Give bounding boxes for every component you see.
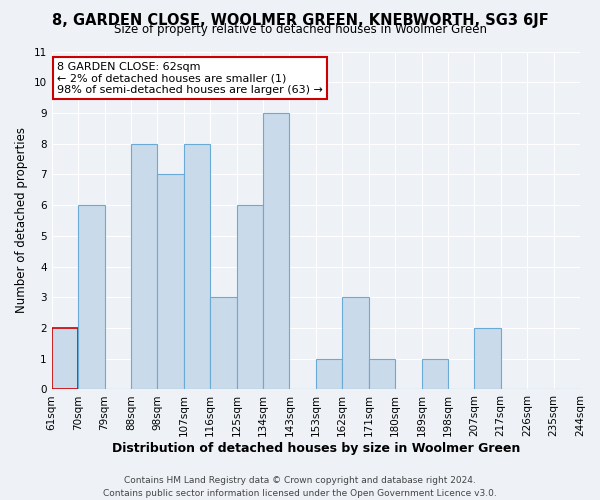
Bar [157,174,184,390]
Bar [368,358,395,390]
X-axis label: Distribution of detached houses by size in Woolmer Green: Distribution of detached houses by size … [112,442,520,455]
Bar [210,298,236,390]
Bar [263,113,289,390]
Bar [236,205,263,390]
Y-axis label: Number of detached properties: Number of detached properties [15,128,28,314]
Bar [316,358,342,390]
Text: Contains HM Land Registry data © Crown copyright and database right 2024.
Contai: Contains HM Land Registry data © Crown c… [103,476,497,498]
Bar [52,328,78,390]
Bar [78,205,104,390]
Bar [131,144,157,390]
Text: Size of property relative to detached houses in Woolmer Green: Size of property relative to detached ho… [113,22,487,36]
Text: 8 GARDEN CLOSE: 62sqm
← 2% of detached houses are smaller (1)
98% of semi-detach: 8 GARDEN CLOSE: 62sqm ← 2% of detached h… [57,62,323,95]
Bar [421,358,448,390]
Bar [342,298,368,390]
Bar [475,328,501,390]
Text: 8, GARDEN CLOSE, WOOLMER GREEN, KNEBWORTH, SG3 6JF: 8, GARDEN CLOSE, WOOLMER GREEN, KNEBWORT… [52,12,548,28]
Bar [184,144,210,390]
